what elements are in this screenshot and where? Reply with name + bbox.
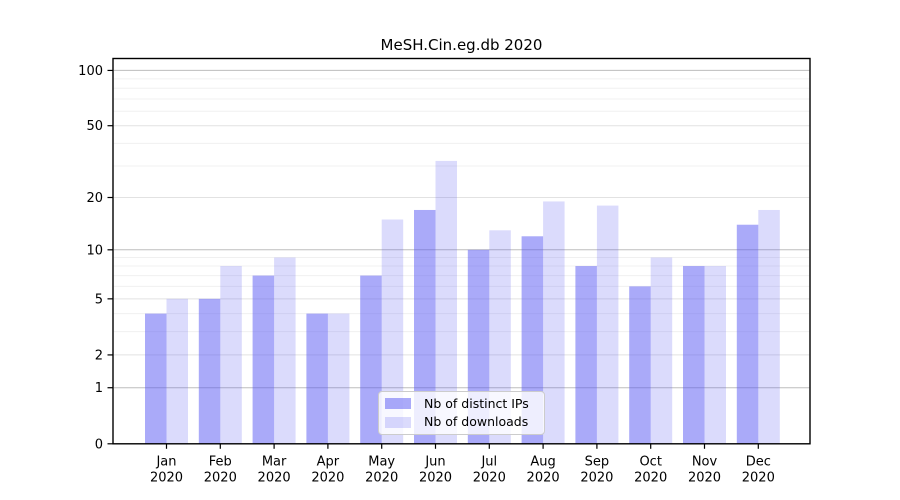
bar <box>629 286 651 444</box>
x-tick-label-year: 2020 <box>634 471 667 486</box>
bar <box>650 257 673 444</box>
bar <box>166 298 188 444</box>
x-tick-label-month: Dec <box>746 455 771 470</box>
bar <box>596 205 619 444</box>
plot-border <box>112 57 811 445</box>
y-tick-label: 2 <box>95 348 103 363</box>
bar <box>543 201 565 444</box>
bar <box>683 266 705 444</box>
bar <box>252 275 275 444</box>
bar <box>704 266 726 444</box>
x-tick-label-month: Mar <box>262 455 287 470</box>
x-tick-label-month: Sep <box>585 455 610 470</box>
x-tick-label-year: 2020 <box>311 471 344 486</box>
y-tick-label: 10 <box>86 243 103 258</box>
legend-label-downloads: Nb of downloads <box>424 414 529 430</box>
x-tick-label-month: Feb <box>209 455 232 470</box>
legend: Nb of distinct IPs Nb of downloads <box>378 391 545 435</box>
bar <box>758 209 780 444</box>
bar <box>220 266 242 444</box>
legend-item-downloads: Nb of downloads <box>385 415 544 429</box>
x-tick-label-year: 2020 <box>258 471 291 486</box>
x-tick-label-month: Nov <box>692 455 718 470</box>
x-tick-label-year: 2020 <box>473 471 506 486</box>
bar <box>274 257 296 444</box>
bar <box>575 266 597 444</box>
legend-swatch-downloads <box>385 417 411 428</box>
chart-title: MeSH.Cin.eg.db 2020 <box>380 36 543 54</box>
bar <box>198 298 221 444</box>
bar <box>381 219 404 444</box>
y-tick-label: 0 <box>95 437 103 452</box>
y-tick-label: 20 <box>86 191 103 206</box>
x-tick-label-month: Jan <box>155 455 176 470</box>
y-tick-label: 100 <box>78 64 103 79</box>
y-tick-label: 1 <box>95 381 103 396</box>
x-tick-label-year: 2020 <box>527 471 560 486</box>
legend-swatch-distinct-ips <box>385 398 411 409</box>
bar <box>414 209 436 444</box>
y-tick-label: 5 <box>95 292 103 307</box>
x-tick-label-year: 2020 <box>150 471 183 486</box>
x-tick-label-year: 2020 <box>688 471 721 486</box>
x-tick-label-year: 2020 <box>580 471 613 486</box>
bar <box>435 160 457 444</box>
bar <box>360 275 382 444</box>
y-tick-label: 50 <box>86 119 103 134</box>
x-tick-label-year: 2020 <box>419 471 452 486</box>
x-tick-label-month: Jul <box>480 455 497 470</box>
legend-item-distinct-ips: Nb of distinct IPs <box>385 395 544 411</box>
x-tick-label-month: Oct <box>639 455 661 470</box>
x-tick-label-year: 2020 <box>365 471 398 486</box>
x-tick-label-month: Jun <box>424 455 445 470</box>
x-tick-label-month: Aug <box>530 455 555 470</box>
bar <box>736 224 759 444</box>
bar <box>306 313 328 444</box>
x-tick-label-year: 2020 <box>204 471 237 486</box>
bar <box>145 313 167 444</box>
bar <box>327 313 350 444</box>
bar <box>489 230 511 444</box>
x-tick-label-month: May <box>368 455 395 470</box>
x-tick-label-year: 2020 <box>742 471 775 486</box>
legend-label-distinct-ips: Nb of distinct IPs <box>424 395 529 411</box>
x-tick-label-month: Apr <box>317 455 340 470</box>
